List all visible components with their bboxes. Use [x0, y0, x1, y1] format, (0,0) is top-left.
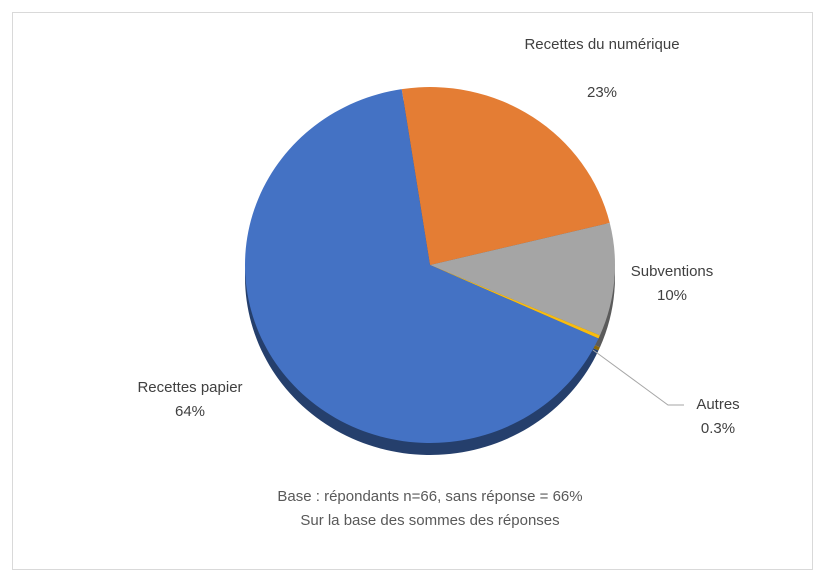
slice-label: Autres [696, 396, 740, 413]
footnote: Sur la base des sommes des réponses [300, 512, 560, 529]
slice [430, 265, 600, 339]
slice-label: Subventions [630, 263, 714, 280]
leader-line [592, 349, 684, 406]
slice [430, 222, 616, 336]
slice-value-label: 64% [174, 403, 206, 420]
chart-frame [12, 12, 813, 570]
slice-value-label: 23% [586, 84, 618, 101]
slice-value-label: 0.3% [700, 420, 736, 437]
slice [245, 89, 599, 443]
slice [401, 86, 610, 265]
slice-label: Recettes du numérique [524, 36, 680, 53]
slice-label: Recettes papier [137, 379, 243, 396]
footnote: Base : répondants n=66, sans réponse = 6… [277, 488, 583, 505]
slice-value-label: 10% [656, 287, 688, 304]
